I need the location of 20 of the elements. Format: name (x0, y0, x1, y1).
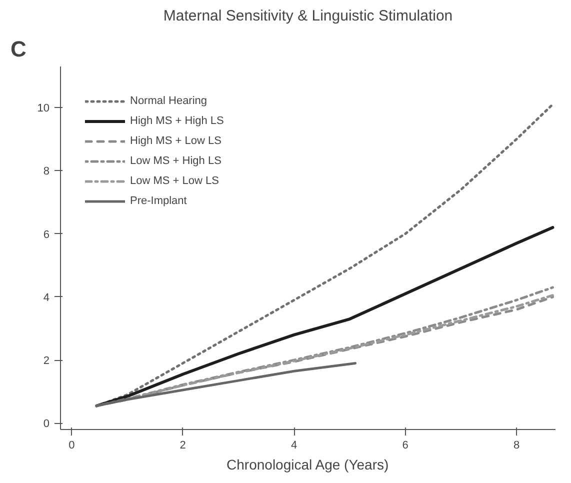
legend-label: Pre-Implant (130, 194, 187, 208)
y-tick-label: 10 (37, 102, 50, 115)
x-tick-label: 0 (68, 440, 75, 452)
x-axis-title: Chronological Age (Years) (226, 456, 389, 472)
y-tick-label: 6 (43, 228, 50, 241)
x-tick-label: 6 (402, 440, 408, 452)
text: C (10, 36, 26, 62)
x-tick-label: 2 (180, 440, 186, 452)
x-tick-label: 8 (514, 440, 520, 452)
y-tick-label: 8 (43, 166, 50, 178)
legend-label: Normal Hearing (130, 94, 208, 108)
y-tick-label: 2 (43, 355, 50, 368)
legend-label: High MS + High LS (130, 114, 224, 128)
y-tick-label: 4 (43, 292, 50, 304)
legend-label: Low MS + High LS (130, 154, 222, 168)
chart-title: Maternal Sensitivity & Linguistic Stimulation (163, 8, 453, 24)
legend-label: High MS + Low LS (130, 134, 222, 148)
y-tick-label: 0 (43, 418, 50, 430)
x-tick-label: 4 (291, 440, 298, 452)
legend-label: Low MS + Low LS (130, 174, 219, 188)
